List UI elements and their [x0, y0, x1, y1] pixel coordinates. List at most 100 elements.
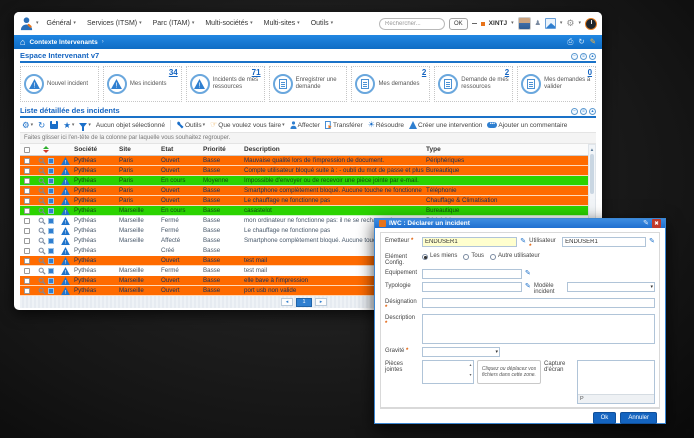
- home-icon[interactable]: ⌂: [20, 36, 26, 47]
- what-to-do-menu-button[interactable]: ☞ Que voulez vous faire ▾: [210, 120, 285, 129]
- table-row[interactable]: ! Pythéas Marseille Fermé Basse test mail: [20, 266, 589, 276]
- equipement-lookup-icon[interactable]: ✎: [525, 270, 531, 277]
- grid-settings-button[interactable]: ⚙ ▾: [22, 119, 34, 130]
- magnifier-icon[interactable]: [38, 267, 46, 275]
- tile-count[interactable]: 71: [251, 68, 261, 77]
- settings-gear-icon[interactable]: ⚙: [566, 18, 575, 28]
- tile-mes-incidents[interactable]: 34! Mes incidents: [102, 66, 182, 102]
- table-row[interactable]: ! Pythéas Marseille En cours Basse casastelot…: [20, 206, 589, 216]
- table-row[interactable]: ! Pythéas Marseille Fermé Basse Le chauffage …: [20, 226, 589, 236]
- print-icon[interactable]: ⎙: [567, 37, 574, 47]
- magnifier-icon[interactable]: [38, 237, 46, 245]
- detail-icon[interactable]: [48, 217, 54, 224]
- magnifier-icon[interactable]: [38, 227, 46, 235]
- tile-enregistrer-une-demande[interactable]: Enregistrer une demande: [268, 66, 348, 102]
- modele-incident-select[interactable]: [566, 282, 655, 292]
- table-row[interactable]: ! Pythéas Paris Ouvert Basse Compte utilisate…: [20, 166, 589, 176]
- row-checkbox[interactable]: [24, 197, 30, 204]
- magnifier-icon[interactable]: [38, 157, 46, 165]
- menu-multi-soci-t-s[interactable]: Multi-sociétés ▾: [205, 20, 253, 27]
- tile-incidents-de-mes-ressources[interactable]: 71! Incidents de mes ressources: [185, 66, 265, 102]
- row-checkbox[interactable]: [24, 187, 30, 194]
- radio-les-miens[interactable]: Les miens: [422, 253, 463, 260]
- save-layout-button[interactable]: [50, 121, 59, 129]
- description-field[interactable]: [422, 314, 655, 344]
- prev-page-button[interactable]: ◂: [281, 298, 294, 306]
- detail-icon[interactable]: [48, 207, 54, 214]
- radio-tous[interactable]: Tous: [463, 253, 490, 260]
- filter-button[interactable]: ▾: [79, 122, 91, 131]
- table-row[interactable]: ! Pythéas Paris Ouvert Basse Mauvaise qualité…: [20, 156, 589, 166]
- transfer-button[interactable]: Transférer: [324, 121, 363, 129]
- table-row[interactable]: ! Pythéas Ouvert Basse test mail: [20, 256, 589, 266]
- row-checkbox[interactable]: [24, 177, 30, 184]
- tile-mes-demandes[interactable]: 2 Mes demandes: [351, 66, 431, 102]
- typologie-field[interactable]: [422, 282, 522, 292]
- magnifier-icon[interactable]: [38, 167, 46, 175]
- column-header-type[interactable]: Type: [426, 146, 441, 153]
- tools-menu-button[interactable]: Outils ▾: [176, 121, 205, 129]
- detail-icon[interactable]: [48, 237, 54, 244]
- row-checkbox[interactable]: [24, 167, 30, 174]
- tile-count[interactable]: 2: [504, 68, 510, 77]
- settings-caret-icon[interactable]: ▾: [578, 20, 581, 26]
- tile-count[interactable]: 34: [168, 68, 178, 77]
- column-header-site[interactable]: Site: [119, 146, 131, 153]
- magnifier-icon[interactable]: [38, 217, 46, 225]
- refresh-page-icon[interactable]: ↻: [578, 37, 585, 47]
- column-header-priorite[interactable]: Priorité: [203, 146, 226, 153]
- menu-g-n-ral[interactable]: Général ▾: [46, 20, 76, 27]
- row-checkbox[interactable]: [24, 267, 30, 274]
- table-row[interactable]: ! Pythéas Marseille Ouvert Basse elle bave à …: [20, 276, 589, 286]
- typologie-lookup-icon[interactable]: ✎: [525, 283, 531, 290]
- row-checkbox[interactable]: [24, 287, 30, 294]
- magnifier-icon[interactable]: [38, 197, 46, 205]
- dock-icon[interactable]: ≡: [580, 53, 587, 60]
- detail-icon[interactable]: [48, 197, 54, 204]
- magnifier-icon[interactable]: [38, 287, 46, 295]
- row-checkbox[interactable]: [24, 217, 30, 224]
- collapse-icon[interactable]: −: [571, 108, 578, 115]
- refresh-list-button[interactable]: ↻: [38, 119, 46, 130]
- menu-multi-sites[interactable]: Multi-sites ▾: [263, 20, 300, 27]
- radio-autre-utilisateur[interactable]: Autre utilisateur: [490, 253, 546, 260]
- add-comment-button[interactable]: ••• Ajouter un commentaire: [487, 122, 567, 129]
- search-input[interactable]: [379, 17, 445, 30]
- column-header-societe[interactable]: Société: [74, 146, 98, 153]
- detail-icon[interactable]: [48, 227, 54, 234]
- cancel-button[interactable]: Annuler: [620, 411, 657, 424]
- row-checkbox[interactable]: [24, 157, 30, 164]
- magnifier-icon[interactable]: [38, 187, 46, 195]
- magnifier-icon[interactable]: [38, 247, 46, 255]
- expand-icon[interactable]: ▴: [589, 108, 596, 115]
- tile-nouvel-incident[interactable]: ! Nouvel incident: [20, 66, 99, 102]
- emetteur-field[interactable]: [422, 237, 518, 247]
- column-header-etat[interactable]: Etat: [161, 146, 174, 153]
- utilisateur-lookup-icon[interactable]: ✎: [649, 238, 655, 245]
- table-row[interactable]: ! Pythéas Paris Ouvert Basse Smartphone compl…: [20, 186, 589, 196]
- logout-power-icon[interactable]: [585, 17, 597, 30]
- detail-icon[interactable]: [48, 277, 54, 284]
- magnifier-icon[interactable]: [38, 277, 46, 285]
- scroll-up-icon[interactable]: ▲: [589, 146, 595, 152]
- designation-field[interactable]: [422, 298, 655, 308]
- breadcrumb[interactable]: Contexte Intervenants: [29, 38, 98, 46]
- menu-services-itsm-[interactable]: Services (ITSM) ▾: [86, 20, 142, 27]
- detail-icon[interactable]: [48, 267, 54, 274]
- tile-count[interactable]: 2: [421, 68, 427, 77]
- table-row[interactable]: ! Pythéas Paris Ouvert Basse Le chauffage ne …: [20, 196, 589, 206]
- file-dropzone[interactable]: Cliquez ou déplacez vos fichiers dans ce…: [477, 360, 541, 384]
- row-checkbox[interactable]: [24, 207, 30, 214]
- edit-pencil-icon[interactable]: ✎: [589, 37, 596, 47]
- column-header-description[interactable]: Description: [244, 146, 280, 153]
- favorites-button[interactable]: ★ ▾: [63, 119, 75, 130]
- table-row[interactable]: ! Pythéas Paris En cours Moyenne Impossible d…: [20, 176, 589, 186]
- detail-icon[interactable]: [48, 177, 54, 184]
- equipement-field[interactable]: [422, 269, 522, 279]
- scroll-thumb[interactable]: [590, 154, 594, 194]
- dock-icon[interactable]: ≡: [580, 108, 587, 115]
- ok-button[interactable]: Ok: [592, 411, 617, 424]
- tile-count[interactable]: 0: [587, 68, 593, 77]
- close-icon[interactable]: ✖: [652, 219, 661, 228]
- photo-caret-icon[interactable]: ▾: [559, 20, 563, 26]
